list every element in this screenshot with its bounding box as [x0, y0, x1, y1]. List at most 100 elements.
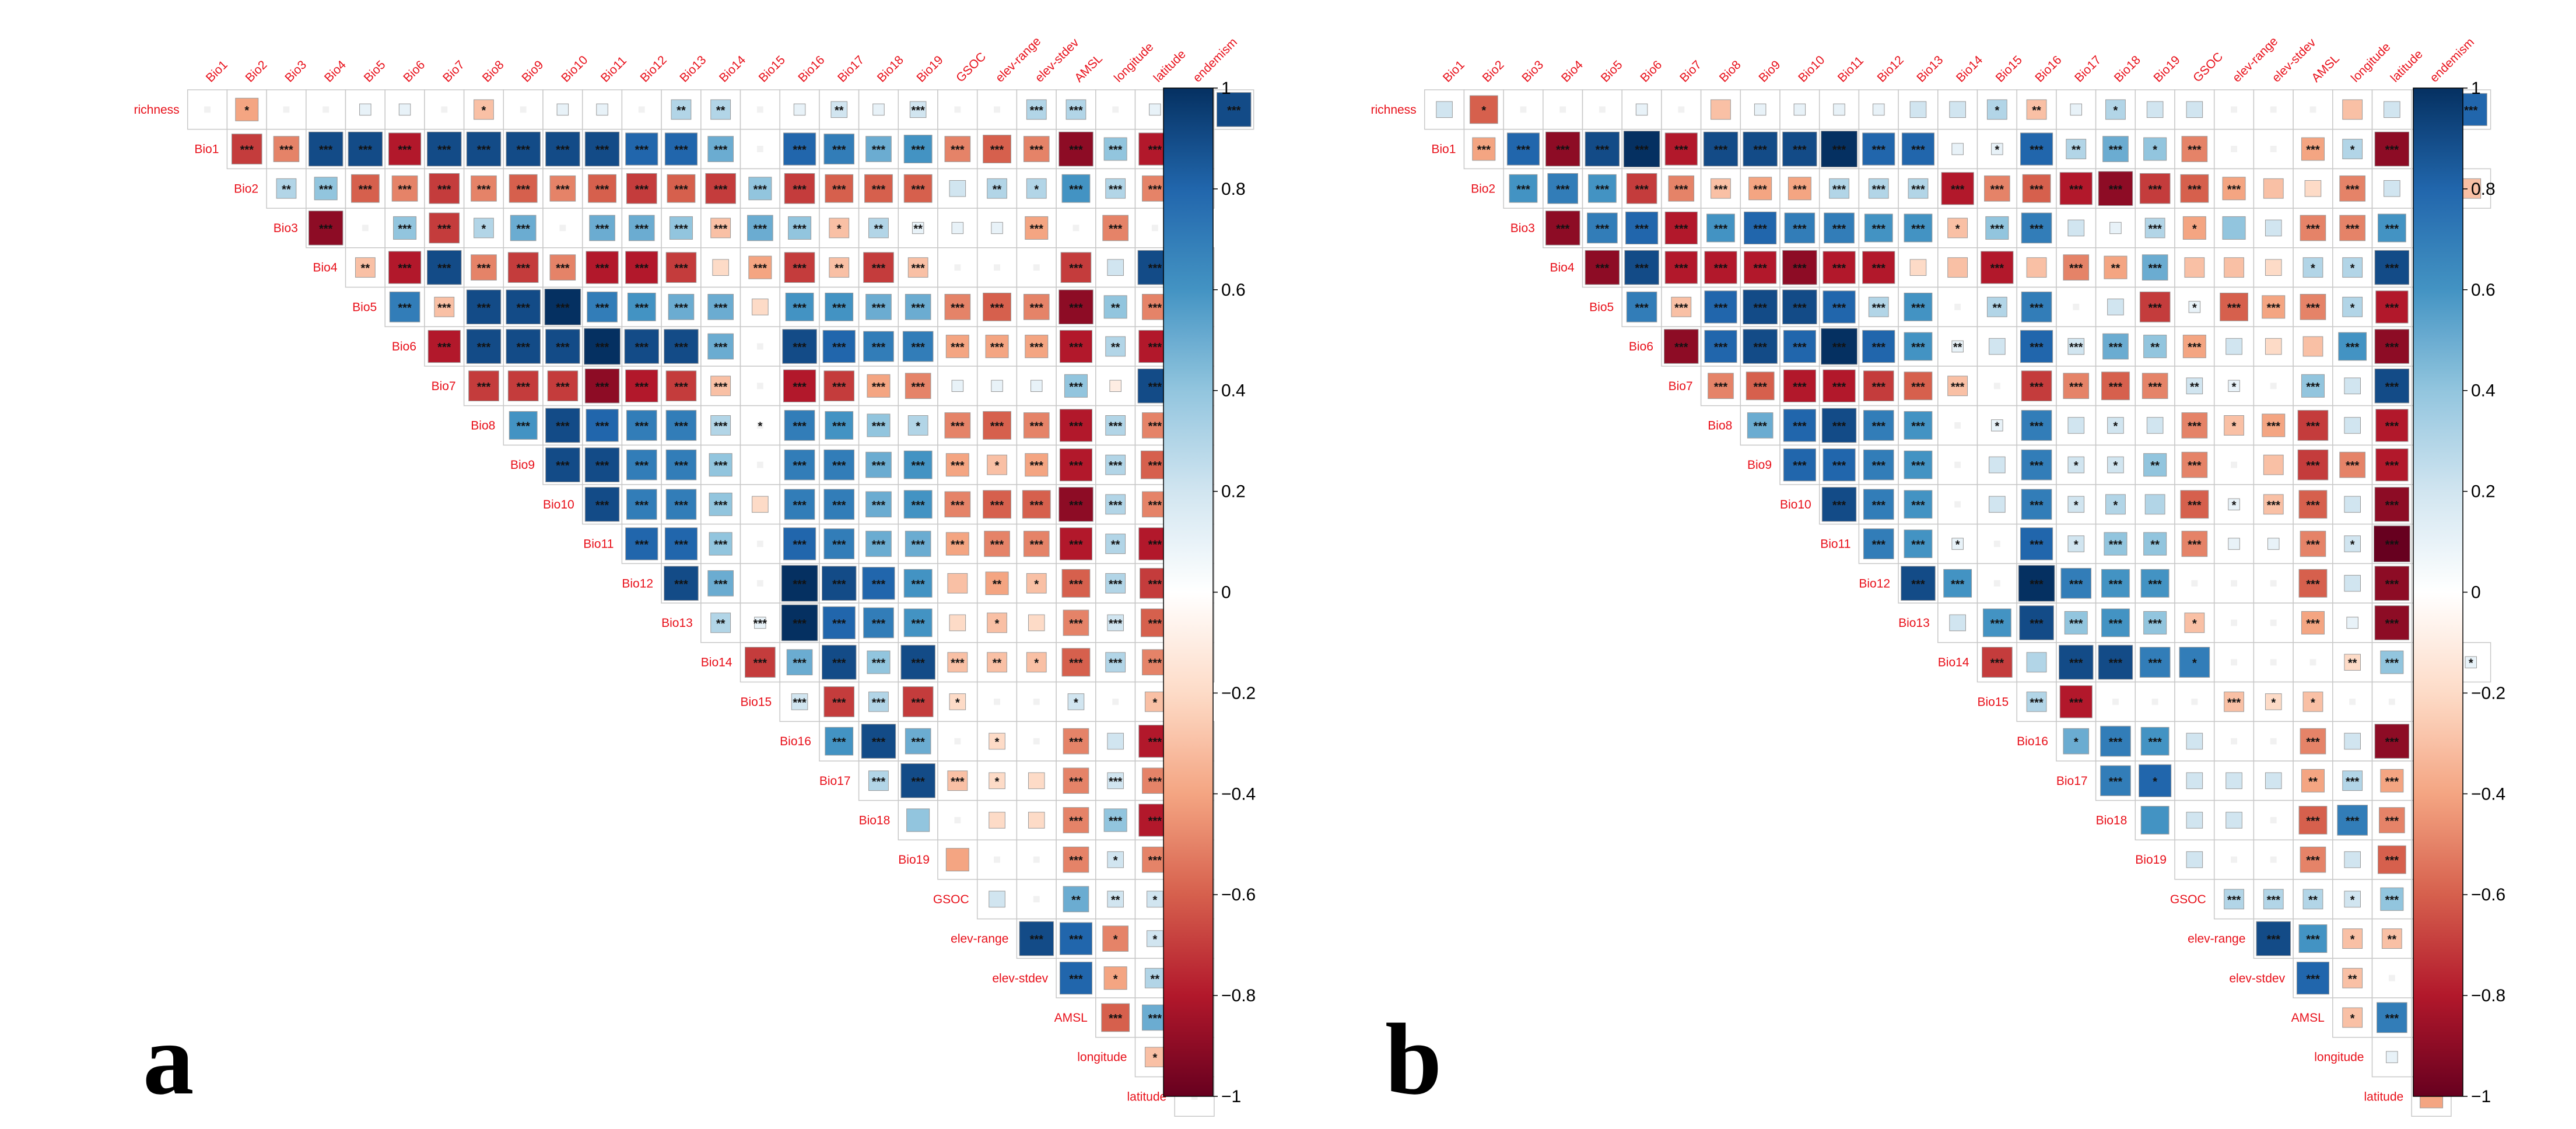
correlation-square — [2107, 456, 2124, 474]
correlation-square — [983, 490, 1011, 519]
correlation-square — [2265, 772, 2282, 790]
correlation-square — [2302, 691, 2323, 712]
correlation-square — [2101, 569, 2130, 598]
significance-stars: *** — [1069, 578, 1083, 591]
significance-stars: ** — [361, 262, 370, 275]
correlation-square — [2344, 732, 2361, 750]
correlation-cell: *** — [2371, 326, 2412, 367]
correlation-cell: *** — [819, 523, 860, 564]
correlation-square — [1823, 369, 1856, 402]
correlation-square — [1112, 106, 1119, 113]
row-label: Bio12 — [1859, 577, 1890, 590]
correlation-square — [1102, 925, 1128, 952]
correlation-cell: *** — [503, 247, 544, 288]
colorbar-tick-label: −0.2 — [1221, 683, 1256, 703]
significance-stars: *** — [1030, 934, 1044, 946]
correlation-square — [900, 763, 935, 798]
correlation-square — [1509, 174, 1538, 203]
correlation-cell — [2253, 208, 2294, 248]
correlation-square — [2067, 496, 2085, 513]
correlation-cell: * — [2332, 918, 2373, 959]
correlation-square — [756, 383, 763, 390]
correlation-square — [944, 294, 971, 320]
column-label: GSOC — [2191, 50, 2225, 85]
correlation-square — [862, 567, 895, 600]
correlation-cell: *** — [2293, 602, 2333, 643]
significance-stars: *** — [872, 183, 886, 196]
correlation-square — [1743, 289, 1778, 325]
significance-stars: *** — [556, 183, 570, 196]
correlation-cell: *** — [1898, 563, 1939, 604]
significance-stars: *** — [1714, 341, 1728, 354]
correlation-cell: *** — [463, 366, 504, 406]
significance-stars: *** — [990, 144, 1004, 157]
correlation-cell: * — [1976, 128, 2017, 170]
correlation-cell — [2056, 89, 2097, 130]
row-label: Bio9 — [510, 458, 535, 472]
correlation-cell: *** — [463, 168, 504, 209]
correlation-square — [625, 369, 658, 402]
significance-stars: ** — [1111, 301, 1120, 314]
significance-stars: *** — [556, 301, 570, 314]
correlation-cell — [1779, 89, 1820, 130]
correlation-cell — [424, 89, 465, 130]
significance-stars: *** — [714, 381, 728, 394]
correlation-square — [2377, 845, 2406, 874]
correlation-cell — [1661, 89, 1702, 130]
correlation-square — [2374, 724, 2410, 759]
correlation-cell — [1898, 89, 1939, 130]
significance-stars: *** — [793, 460, 807, 472]
correlation-cell — [1937, 89, 1978, 130]
significance-stars: * — [2311, 696, 2315, 709]
correlation-square — [2380, 887, 2404, 911]
correlation-cell: *** — [306, 168, 346, 209]
correlation-square — [2301, 137, 2325, 161]
correlation-square — [987, 178, 1007, 199]
correlation-cell: * — [1976, 405, 2017, 446]
correlation-cell: *** — [1016, 326, 1057, 367]
correlation-square — [2461, 178, 2482, 199]
correlation-square — [2342, 770, 2363, 791]
correlation-square — [2298, 490, 2328, 519]
significance-stars: *** — [832, 420, 846, 433]
correlation-cell: *** — [858, 484, 899, 525]
correlation-cell — [2332, 484, 2373, 525]
correlation-cell: *** — [1095, 128, 1136, 170]
correlation-cell: *** — [2095, 128, 2136, 170]
correlation-square — [1147, 930, 1163, 947]
correlation-square — [2228, 380, 2240, 392]
correlation-cell: *** — [581, 208, 623, 248]
correlation-cell: *** — [2253, 286, 2294, 327]
correlation-cell: ** — [2135, 523, 2175, 564]
correlation-cell — [2253, 247, 2294, 288]
correlation-cell: *** — [819, 602, 860, 643]
significance-stars: *** — [872, 539, 886, 552]
correlation-cell: *** — [976, 523, 1018, 564]
correlation-square — [474, 99, 494, 120]
significance-stars: *** — [2069, 381, 2083, 394]
column-label: Bio1 — [204, 58, 230, 85]
significance-stars: *** — [635, 183, 649, 196]
correlation-cell — [1937, 247, 1978, 288]
correlation-cell: ** — [700, 602, 741, 643]
correlation-square — [2270, 619, 2277, 626]
correlation-cell: *** — [1700, 286, 1741, 327]
correlation-cell: *** — [858, 563, 899, 604]
correlation-cell: *** — [1858, 326, 1899, 367]
correlation-square — [2064, 611, 2088, 634]
correlation-cell: *** — [503, 405, 544, 446]
significance-stars: * — [2232, 381, 2237, 394]
correlation-cell — [1016, 721, 1057, 762]
correlation-cell — [2253, 523, 2294, 564]
correlation-cell: *** — [1016, 286, 1057, 327]
significance-stars: *** — [2227, 301, 2241, 314]
correlation-cell: *** — [1976, 642, 2017, 683]
significance-stars: *** — [1990, 657, 2004, 670]
correlation-square — [638, 106, 645, 113]
correlation-square — [947, 652, 968, 673]
correlation-cell — [1937, 128, 1978, 170]
correlation-square — [2105, 99, 2126, 120]
row-label: Bio7 — [432, 380, 456, 393]
significance-stars: *** — [1069, 815, 1083, 828]
correlation-cell: *** — [898, 721, 938, 762]
